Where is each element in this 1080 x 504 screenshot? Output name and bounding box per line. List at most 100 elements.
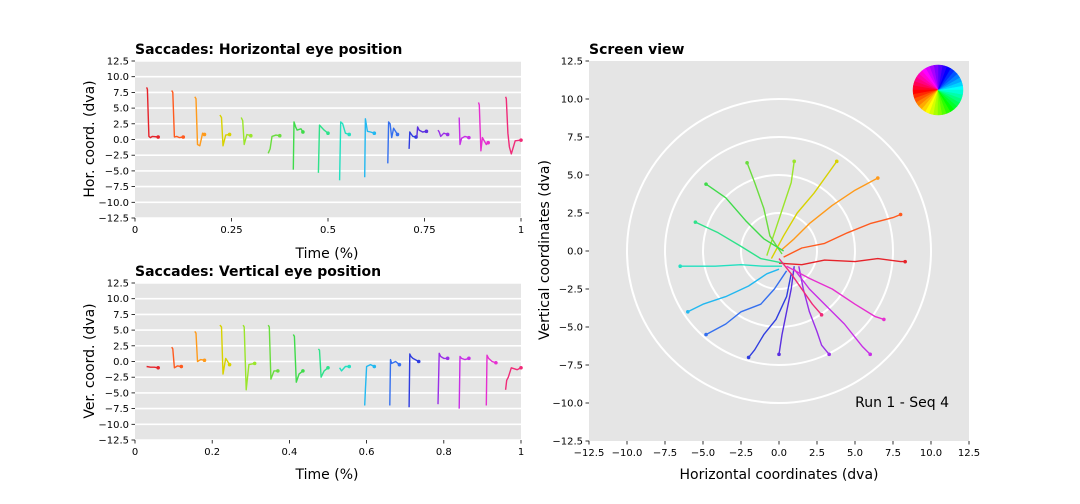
- trace-endpoint: [445, 132, 450, 137]
- trace-endpoint: [746, 355, 751, 360]
- x-tick-label: −12.5: [574, 448, 605, 459]
- trace-line: [364, 118, 375, 178]
- trace-line: [389, 358, 400, 406]
- ticks: 0 0.25 0.5 0.75 1 12.5 10.0 7.5 5.0 2.5 0.0 −2.5 −5.…: [98, 57, 524, 237]
- hue-wheel-legend: [912, 64, 964, 116]
- trace-endpoint: [156, 135, 160, 139]
- y-tick-label: 0.0: [113, 135, 129, 146]
- y-tick-label: 7.5: [113, 310, 129, 321]
- x-axis-label: Horizontal coordinates (dva): [679, 467, 878, 483]
- x-tick-label: 0.5: [320, 225, 336, 236]
- trace-line: [437, 352, 448, 405]
- y-tick-label: −12.5: [98, 214, 129, 225]
- trace-line: [317, 348, 329, 378]
- series-layer: [145, 87, 523, 181]
- trace-line: [748, 273, 792, 358]
- trace-endpoint: [277, 133, 282, 138]
- y-tick-label: −2.5: [105, 151, 129, 162]
- trace-line: [219, 114, 230, 147]
- x-tick-label: 1: [518, 225, 524, 236]
- y-tick-label: 10.0: [107, 72, 129, 83]
- x-tick-label: 1: [518, 447, 524, 458]
- trace-line: [339, 365, 350, 372]
- y-tick-label: −10.0: [552, 399, 583, 410]
- y-tick-label: 5.0: [567, 171, 583, 182]
- y-tick-label: 12.5: [561, 57, 583, 68]
- x-tick-label: 0: [132, 447, 138, 458]
- chart-title: Screen view: [589, 42, 685, 58]
- y-tick-label: 10.0: [107, 294, 129, 305]
- trace-endpoint: [519, 365, 523, 370]
- trace-line: [778, 266, 795, 355]
- trace-line: [786, 265, 885, 321]
- trace-endpoint: [227, 132, 232, 137]
- y-tick-label: 0.0: [567, 247, 583, 258]
- trace-line: [778, 258, 823, 316]
- y-tick-label: 12.5: [107, 57, 129, 68]
- run-sequence-label: Run 1 - Seq 4: [855, 395, 949, 411]
- y-tick-label: −2.5: [105, 373, 129, 384]
- trace-endpoint: [249, 133, 253, 138]
- trace-endpoint: [898, 212, 903, 217]
- trace-endpoint: [467, 135, 471, 140]
- trace-endpoint: [868, 352, 872, 357]
- trace-line: [770, 160, 838, 259]
- y-tick-label: 12.5: [107, 279, 129, 290]
- series-layer: [146, 324, 523, 409]
- trace-line: [219, 324, 231, 375]
- x-tick-label: 0.75: [413, 225, 435, 236]
- trace-line: [793, 268, 871, 355]
- trace-endpoint: [347, 364, 352, 369]
- trace-line: [798, 266, 830, 355]
- trace-endpoint: [227, 362, 232, 367]
- trace-endpoint: [467, 356, 471, 361]
- trace-line: [458, 355, 470, 409]
- trace-endpoint: [882, 317, 886, 322]
- trace-endpoint: [827, 352, 831, 357]
- trace-endpoint: [347, 132, 352, 137]
- y-tick-label: −7.5: [105, 404, 129, 415]
- y-tick-label: −5.0: [559, 323, 583, 334]
- x-tick-label: 12.5: [958, 448, 980, 459]
- trace-endpoint: [372, 131, 377, 136]
- x-axis-label: Time (%): [295, 467, 359, 483]
- trace-endpoint: [777, 352, 781, 357]
- y-axis-label: Ver. coord. (dva): [82, 303, 98, 418]
- trace-line: [242, 324, 255, 391]
- trace-endpoint: [397, 362, 402, 367]
- trace-line: [317, 124, 329, 173]
- x-tick-label: 0: [132, 225, 138, 236]
- y-tick-label: −12.5: [552, 437, 583, 448]
- trace-line: [267, 324, 278, 380]
- trace-endpoint: [395, 132, 400, 137]
- x-tick-label: 0.25: [220, 225, 242, 236]
- x-tick-label: 7.5: [885, 448, 901, 459]
- x-tick-label: 5.0: [847, 448, 863, 459]
- x-tick-label: −7.5: [653, 448, 677, 459]
- eccentricity-circle: [740, 212, 818, 290]
- trace-line: [408, 353, 420, 408]
- y-tick-label: −12.5: [98, 436, 129, 447]
- x-tick-label: −10.0: [612, 448, 643, 459]
- trace-line: [171, 346, 182, 369]
- y-tick-label: −10.0: [98, 198, 129, 209]
- x-tick-label: −5.0: [691, 448, 715, 459]
- y-tick-label: 5.0: [113, 104, 129, 115]
- plot-area: [589, 61, 969, 441]
- y-tick-label: 10.0: [561, 95, 583, 106]
- trace-endpoint: [179, 364, 184, 369]
- hue-wedge: [937, 89, 964, 95]
- trace-endpoint: [301, 130, 305, 134]
- trace-line: [778, 257, 906, 266]
- y-tick-label: 2.5: [113, 119, 129, 130]
- trace-line: [504, 367, 522, 390]
- trace-endpoint: [704, 182, 708, 186]
- trace-endpoint: [181, 135, 186, 139]
- trace-line: [408, 131, 417, 149]
- trace-line: [781, 177, 879, 251]
- ticks: −12.5 −10.0 −7.5 −5.0 −2.5 0.0 2.5 5.0 7.5 10.0 12…: [552, 57, 980, 460]
- trace-line: [687, 268, 780, 313]
- trace-line: [705, 270, 788, 336]
- trace-endpoint: [424, 129, 429, 134]
- trace-line: [194, 96, 205, 147]
